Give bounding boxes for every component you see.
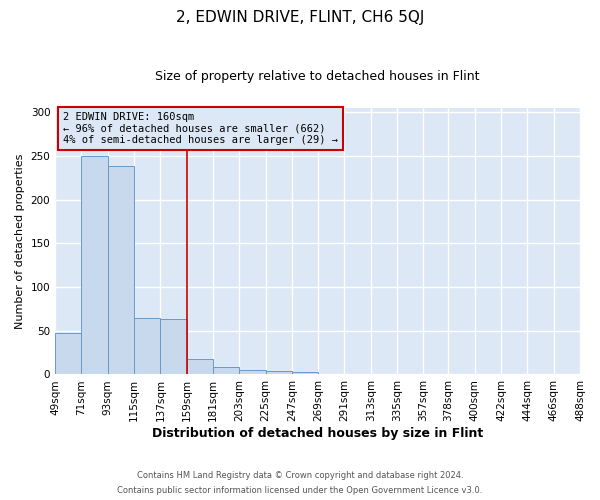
Bar xyxy=(55,334,82,374)
Y-axis label: Number of detached properties: Number of detached properties xyxy=(15,154,25,329)
Bar xyxy=(266,371,292,374)
Bar xyxy=(160,320,187,374)
Bar xyxy=(134,318,160,374)
Text: Contains public sector information licensed under the Open Government Licence v3: Contains public sector information licen… xyxy=(118,486,482,495)
Bar xyxy=(82,156,108,374)
Text: 2, EDWIN DRIVE, FLINT, CH6 5QJ: 2, EDWIN DRIVE, FLINT, CH6 5QJ xyxy=(176,10,424,25)
Text: 2 EDWIN DRIVE: 160sqm
← 96% of detached houses are smaller (662)
4% of semi-deta: 2 EDWIN DRIVE: 160sqm ← 96% of detached … xyxy=(63,112,338,145)
X-axis label: Distribution of detached houses by size in Flint: Distribution of detached houses by size … xyxy=(152,427,483,440)
Bar xyxy=(292,372,318,374)
Text: Contains HM Land Registry data © Crown copyright and database right 2024.: Contains HM Land Registry data © Crown c… xyxy=(137,471,463,480)
Bar xyxy=(187,358,213,374)
Bar xyxy=(108,166,134,374)
Bar xyxy=(239,370,266,374)
Bar xyxy=(213,366,239,374)
Title: Size of property relative to detached houses in Flint: Size of property relative to detached ho… xyxy=(155,70,480,83)
